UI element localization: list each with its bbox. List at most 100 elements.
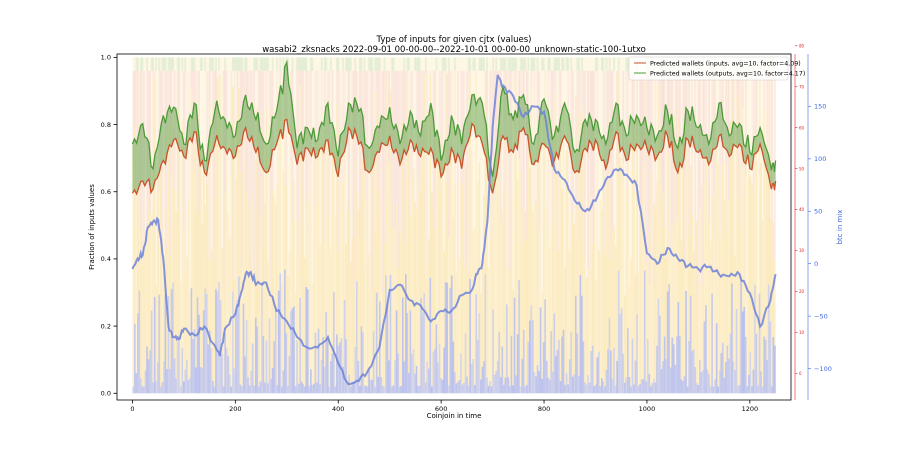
- bg-bar-blue: [424, 382, 427, 394]
- bg-bar-pink: [732, 70, 735, 139]
- bg-bar-yellow: [544, 74, 547, 300]
- bg-bar-blue: [437, 362, 439, 394]
- bg-bar-yellow: [709, 240, 712, 387]
- bg-bar-yellow: [755, 142, 758, 334]
- bg-bar-pink: [475, 70, 478, 75]
- bg-bar-yellow: [538, 230, 540, 372]
- bg-bar-blue: [460, 353, 462, 394]
- bg-bar-pink: [498, 70, 501, 100]
- bg-bar-blue: [268, 318, 271, 394]
- bg-bar-pink: [553, 70, 556, 93]
- bg-bar-blue: [235, 311, 237, 394]
- bg-bar-pink: [735, 70, 738, 94]
- bg-bar-yellow: [686, 172, 689, 387]
- bg-bar-blue: [610, 350, 612, 394]
- bg-bar-yellow: [403, 245, 406, 362]
- bg-bar-blue: [435, 324, 438, 394]
- bg-bar-pink: [625, 70, 628, 190]
- bg-bar-yellow: [296, 219, 299, 341]
- bg-bar-yellow: [429, 74, 432, 278]
- y2-tick-label: 150: [814, 103, 826, 111]
- bg-bar-pink: [617, 70, 620, 75]
- bg-bar-blue: [562, 329, 565, 394]
- bg-bar-pink: [383, 70, 386, 243]
- bg-bar-yellow: [636, 119, 638, 315]
- bg-bar-pink: [504, 70, 507, 268]
- y3-tick-label: 30: [799, 248, 805, 253]
- bg-bar-yellow: [662, 192, 664, 362]
- bg-bar-blue: [570, 331, 573, 394]
- bg-bar-blue: [545, 360, 548, 394]
- bg-bar-blue: [642, 379, 645, 394]
- bg-bar-blue: [189, 377, 191, 394]
- bg-bar-yellow: [153, 78, 156, 297]
- bg-bar-pink: [371, 70, 374, 290]
- bg-bar-pink: [682, 70, 684, 169]
- bg-bar-blue: [224, 332, 227, 394]
- bg-bar-green: [478, 57, 481, 71]
- bg-bar-pink: [320, 70, 323, 130]
- bg-bar-blue: [375, 292, 378, 394]
- bg-bar-yellow: [257, 286, 260, 387]
- bg-bar-yellow: [388, 164, 390, 361]
- bg-bar-pink: [339, 70, 341, 183]
- bg-bar-blue: [216, 291, 219, 394]
- bg-bar-pink: [752, 70, 755, 194]
- bg-bar-pink: [683, 70, 686, 270]
- bg-bar-blue: [767, 284, 770, 394]
- bg-bar-blue: [398, 386, 401, 394]
- bg-bar-yellow: [159, 166, 162, 387]
- bg-bar-blue: [388, 360, 390, 394]
- bg-bar-yellow: [253, 270, 256, 386]
- bg-bar-green: [267, 57, 269, 71]
- bg-bar-blue: [735, 309, 738, 394]
- bg-bar-blue: [574, 295, 577, 394]
- bg-bar-pink: [510, 70, 513, 196]
- bg-bar-pink: [645, 70, 648, 263]
- bg-bar-blue: [590, 351, 593, 394]
- bg-bar-green: [415, 57, 418, 71]
- bg-bar-green: [565, 57, 568, 71]
- bg-bar-green: [291, 57, 294, 71]
- bg-bar-yellow: [438, 135, 441, 344]
- bg-bar-pink: [374, 70, 377, 231]
- bg-bar-green: [467, 57, 470, 71]
- bg-bar-pink: [449, 70, 452, 154]
- bg-bar-green: [594, 57, 597, 71]
- bg-bar-pink: [153, 70, 156, 79]
- bg-bar-yellow: [290, 161, 292, 311]
- bg-bar-blue: [259, 381, 262, 394]
- bg-bar-yellow: [259, 216, 262, 382]
- bg-bar-blue: [486, 377, 488, 394]
- x-tick-label: 1200: [742, 405, 759, 413]
- bg-bar-pink: [132, 70, 135, 164]
- bg-bar-green: [320, 57, 323, 71]
- bg-bar-yellow: [559, 147, 562, 381]
- bg-bar-yellow: [181, 120, 184, 348]
- bg-bar-blue: [181, 347, 184, 394]
- bg-bar-green: [193, 57, 196, 71]
- bg-bar-yellow: [529, 168, 531, 321]
- bg-bar-green: [501, 57, 504, 71]
- bg-bar-yellow: [389, 90, 392, 275]
- bg-bar-yellow: [311, 283, 314, 386]
- bg-bar-blue: [146, 346, 148, 394]
- bg-bar-green: [337, 57, 340, 71]
- bg-bar-blue: [559, 380, 562, 394]
- bg-bar-pink: [584, 70, 586, 258]
- bg-bar-yellow: [766, 144, 769, 360]
- bg-bar-blue: [555, 356, 557, 394]
- bg-bar-blue: [764, 339, 767, 394]
- bg-bar-blue: [513, 297, 516, 394]
- bg-bar-yellow: [754, 141, 756, 285]
- bg-bar-pink: [317, 70, 320, 142]
- bg-bar-pink: [397, 70, 400, 269]
- bg-bar-blue: [726, 345, 729, 394]
- bg-bar-green: [297, 57, 300, 71]
- bg-bar-pink: [503, 70, 505, 190]
- bg-bar-yellow: [274, 205, 277, 307]
- bg-bar-yellow: [633, 170, 635, 385]
- bg-bar-pink: [323, 70, 326, 241]
- bg-bar-blue: [475, 293, 478, 394]
- bg-bar-blue: [660, 369, 663, 394]
